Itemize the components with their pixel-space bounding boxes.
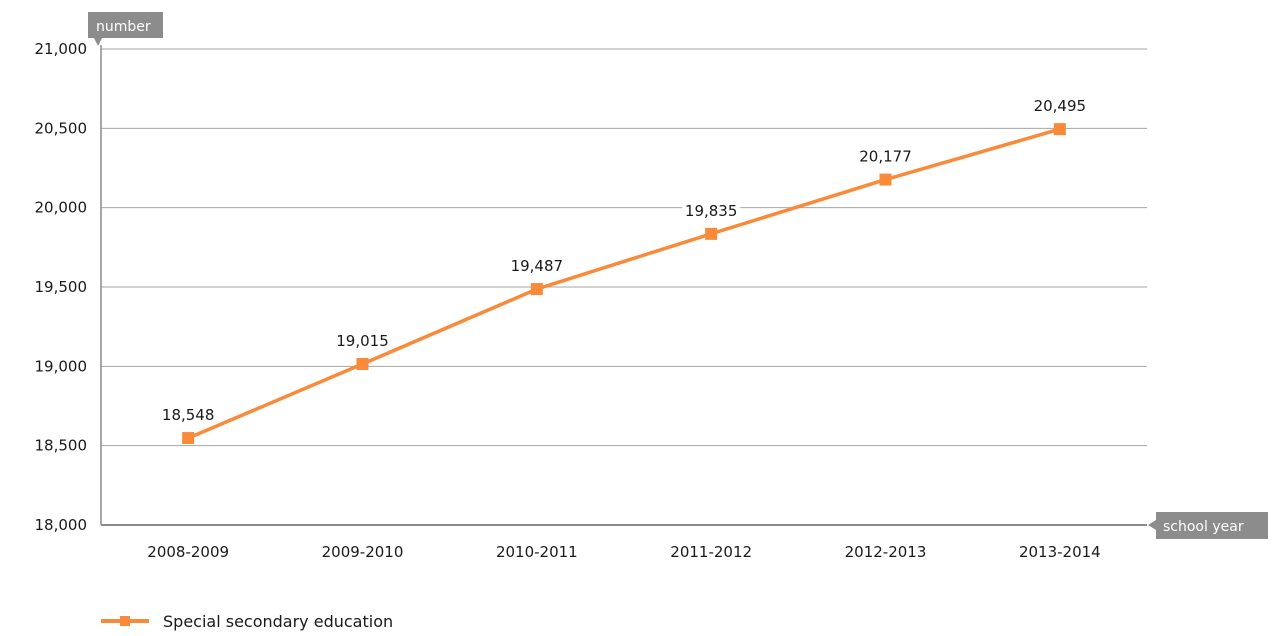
y-tick-label: 20,500: [35, 119, 88, 137]
series-markers: [182, 123, 1066, 445]
x-tick-label: 2013-2014: [1019, 543, 1101, 561]
y-tick-label: 21,000: [35, 40, 88, 58]
y-tick-label: 18,500: [35, 437, 88, 455]
data-point: [356, 357, 369, 370]
y-axis-title: number: [96, 19, 151, 35]
data-point: [705, 227, 718, 240]
data-point: [182, 432, 195, 445]
data-label-background: [507, 255, 566, 276]
y-tick-label: 19,500: [35, 278, 88, 296]
data-label-background: [856, 145, 915, 166]
series-special-secondary-education: 18,548 19,015 19,487 19,835 20,177 20,495: [159, 95, 1089, 445]
x-axis-ticks: 2008-2009 2009-2010 2010-2011 2011-2012 2012…: [147, 543, 1100, 561]
data-label: 19,487: [511, 257, 564, 275]
y-tick-label: 18,000: [35, 516, 88, 534]
data-label-background: [682, 199, 741, 220]
legend-swatch-marker: [120, 616, 130, 626]
x-tick-label: 2009-2010: [322, 543, 404, 561]
data-labels: 18,548 19,015 19,487 19,835 20,177 20,495: [159, 95, 1089, 425]
x-tick-label: 2012-2013: [845, 543, 927, 561]
x-axis-title: school year: [1163, 519, 1244, 535]
data-label-background: [159, 404, 218, 425]
x-tick-label: 2010-2011: [496, 543, 578, 561]
data-point: [530, 283, 543, 296]
data-label: 20,177: [859, 148, 912, 166]
data-label-background: [1030, 95, 1089, 116]
data-point: [879, 173, 892, 186]
y-tick-label: 19,000: [35, 357, 88, 375]
series-line: [187, 127, 1061, 440]
data-label: 20,495: [1034, 97, 1087, 115]
data-label: 18,548: [162, 406, 215, 424]
data-point: [1053, 123, 1066, 136]
x-tick-label: 2011-2012: [670, 543, 752, 561]
x-axis-title-tag: school year: [1148, 512, 1268, 539]
legend-label: Special secondary education: [163, 612, 393, 631]
data-label: 19,835: [685, 202, 738, 220]
data-label: 19,015: [336, 332, 389, 350]
gridlines: [101, 48, 1147, 447]
legend: Special secondary education: [101, 612, 393, 631]
y-axis-title-tag: number: [88, 12, 163, 46]
y-tick-label: 20,000: [35, 199, 88, 217]
x-tick-label: 2008-2009: [147, 543, 229, 561]
y-axis-ticks: 18,000 18,500 19,000 19,500 20,000 20,500 21,0…: [35, 40, 88, 534]
data-label-background: [333, 329, 392, 350]
